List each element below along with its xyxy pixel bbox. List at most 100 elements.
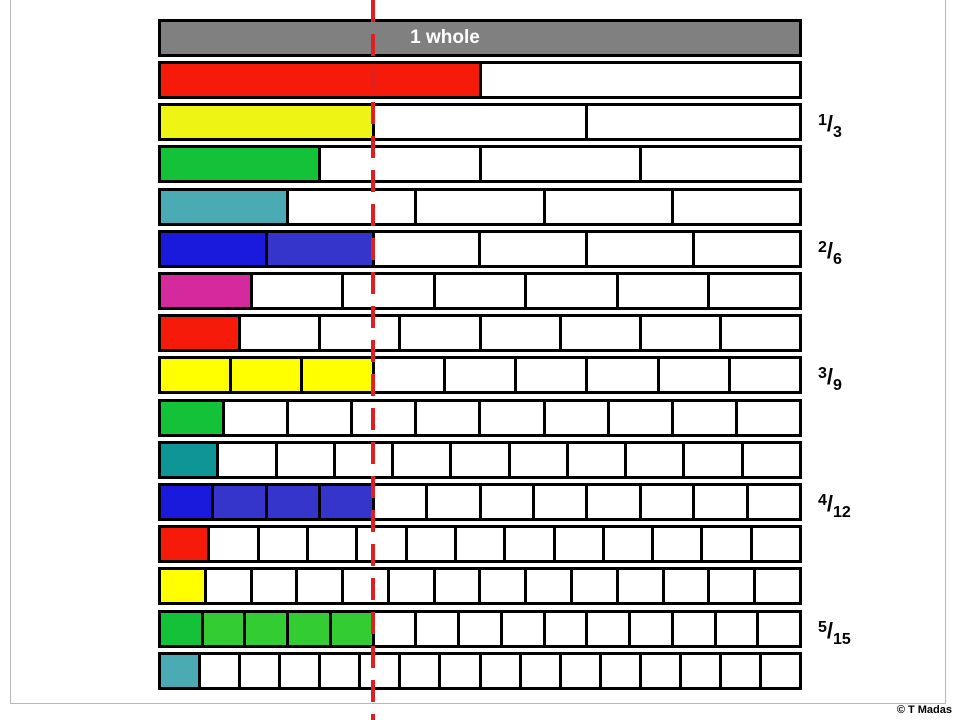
empty-part [417,612,458,645]
shaded-part [246,612,287,645]
empty-part [631,612,671,645]
equivalent-fraction-label: 1/3 [818,111,842,141]
empty-part [335,443,392,476]
empty-part [664,570,708,603]
shaded-part [161,275,250,307]
whole-label: 1 whole [161,22,799,54]
fraction-denominator: 3 [833,124,842,142]
fraction-slash: / [826,491,834,516]
shaded-part [161,654,199,687]
fraction-numerator: 1 [818,112,827,130]
empty-part [374,359,443,392]
one-third-guide-line [371,0,375,720]
empty-part [252,275,342,307]
empty-part [641,317,719,350]
empty-part [673,190,800,223]
empty-part [506,528,553,561]
empty-part [604,528,652,561]
empty-part [545,401,607,434]
fraction-numerator: 5 [818,618,827,636]
empty-part [389,570,433,603]
empty-part [428,486,479,518]
shaded-part [289,612,329,645]
empty-part [545,190,671,223]
fraction-slash: / [826,237,834,263]
empty-part [737,401,799,434]
empty-part [721,654,759,687]
empty-part [710,275,800,307]
empty-part [259,528,306,561]
fraction-row-14ths [158,567,802,606]
fraction-numerator: 2 [818,238,827,256]
empty-part [710,570,754,603]
empty-part [588,232,693,265]
empty-part [225,401,287,434]
shaded-part [161,148,319,181]
fraction-row-13ths [158,525,802,564]
shaded-part [203,612,244,645]
shaded-part [161,401,223,434]
empty-part [748,486,800,518]
empty-part [685,443,741,476]
shaded-part [161,570,204,603]
fraction-slash: / [826,111,834,137]
fraction-row-8ths [158,314,802,353]
empty-part [703,528,750,561]
empty-part [417,401,479,434]
empty-part [210,528,257,561]
empty-part [252,570,296,603]
empty-part [659,359,728,392]
empty-part [206,570,250,603]
empty-part [502,612,543,645]
fraction-numerator: 4 [818,492,827,509]
empty-part [481,486,532,518]
empty-part [761,654,799,687]
shaded-part [161,612,201,645]
empty-part [545,612,586,645]
fraction-row-12ths [158,483,802,521]
empty-part [298,570,342,603]
fraction-numerator: 3 [818,365,827,383]
empty-part [721,317,799,350]
empty-part [588,486,639,518]
empty-part [481,570,525,603]
empty-part [361,654,399,687]
empty-part [374,486,426,518]
empty-part [521,654,559,687]
empty-part [374,106,586,139]
empty-part [601,654,639,687]
shaded-part [267,232,372,265]
shaded-part [214,486,265,518]
empty-part [481,654,519,687]
empty-part [752,528,800,561]
fraction-row-3ths [158,103,802,142]
empty-part [401,317,479,350]
empty-part [435,275,525,307]
fraction-row-9ths [158,356,802,395]
shaded-part [161,190,287,223]
slide-frame [10,0,946,704]
empty-part [456,528,504,561]
empty-part [641,654,679,687]
whole-bar: 1 whole [158,19,802,57]
copyright-note: © T Madas [896,704,952,716]
empty-part [374,232,479,265]
fraction-denominator: 15 [833,630,851,648]
empty-part [641,148,799,181]
empty-part [481,317,559,350]
fraction-slash: / [826,364,834,390]
empty-part [743,443,799,476]
shaded-part [267,486,319,518]
shaded-part [161,232,265,265]
empty-part [481,401,543,434]
empty-part [344,570,387,603]
shaded-part [321,486,372,518]
empty-part [716,612,757,645]
empty-part [407,528,454,561]
empty-part [374,612,415,645]
fraction-row-15ths [158,609,802,648]
shaded-part [161,317,239,350]
empty-part [481,64,799,96]
empty-part [277,443,333,476]
empty-part [561,654,599,687]
